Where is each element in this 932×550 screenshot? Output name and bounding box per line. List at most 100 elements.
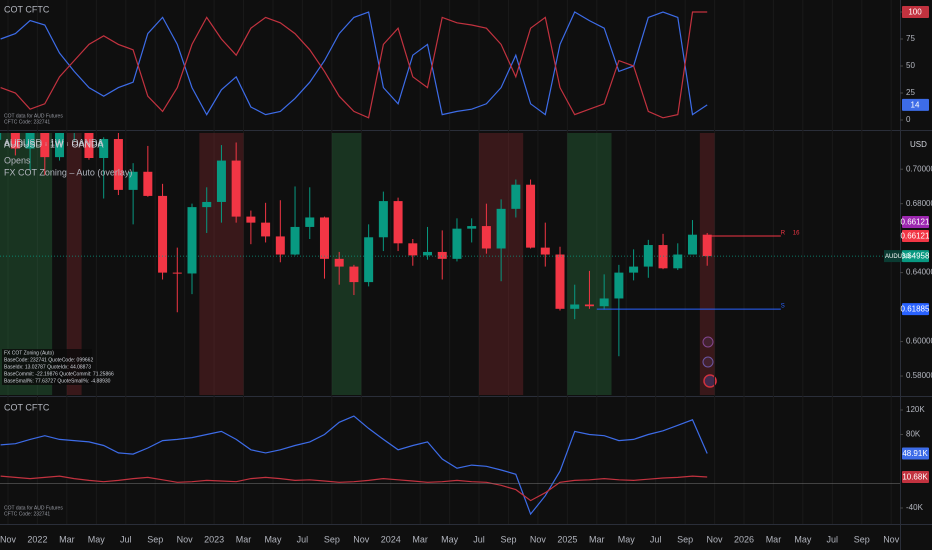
info-line: BaseIdx: 13.02787 QuoteIdx: 44.08873 xyxy=(4,364,91,370)
time-axis-label: 2024 xyxy=(381,534,401,544)
time-axis-label: May xyxy=(441,534,459,544)
y-tick-label: 80K xyxy=(906,430,921,439)
price-tag-bg xyxy=(902,216,929,229)
pane-title: AUDUSD · 1W · OANDA xyxy=(4,137,104,147)
candle-body xyxy=(216,160,226,202)
indicator-name: FX COT Zoning – Auto (overlay) xyxy=(4,167,132,177)
candle-body xyxy=(202,201,212,208)
candle-body xyxy=(540,247,550,255)
icon[interactable] xyxy=(703,374,717,388)
candle-body xyxy=(658,245,668,269)
icon[interactable] xyxy=(702,356,714,368)
candle-body xyxy=(555,254,565,309)
candle-body xyxy=(629,266,639,273)
pane xyxy=(0,415,708,516)
time-axis-label: 2023 xyxy=(204,534,224,544)
candle-body xyxy=(378,201,388,238)
symbol-tag: AUDUSD xyxy=(885,254,911,260)
price-tag-label: 100 xyxy=(908,8,922,17)
candle-body xyxy=(128,171,138,190)
time-axis-label: Mar xyxy=(766,534,782,544)
candle-body xyxy=(334,258,344,267)
time-axis-label: Jul xyxy=(473,534,485,544)
time-axis-label: Nov xyxy=(0,534,16,544)
time-axis-label: Sep xyxy=(324,534,340,544)
candle-body xyxy=(290,226,300,255)
info-line: BaseCommit: -22.19876 QuoteCommit: 71.25… xyxy=(4,371,114,377)
candle-body xyxy=(687,234,697,255)
candle-body xyxy=(496,208,506,249)
candle-body xyxy=(99,139,109,158)
candle-body xyxy=(113,139,123,190)
candle-body xyxy=(261,222,271,237)
level-text: S xyxy=(781,304,785,310)
price-tag-label: 48.91K xyxy=(902,449,928,458)
time-axis-label: 2026 xyxy=(734,534,754,544)
price-tag: 0.66121 xyxy=(901,230,930,243)
time-axis-label: Sep xyxy=(147,534,163,544)
series-line xyxy=(0,11,708,119)
y-tick-label: 120K xyxy=(906,405,925,414)
candle-body xyxy=(172,272,182,274)
candle-body xyxy=(481,226,491,249)
candle-body xyxy=(437,251,447,259)
price-tag: 100 xyxy=(902,5,929,18)
time-axis-label: Mar xyxy=(589,534,605,544)
candle-body xyxy=(10,133,20,149)
time-axis-label: Jul xyxy=(120,534,132,544)
icon[interactable] xyxy=(702,336,714,348)
candle-body xyxy=(158,195,168,273)
price-tag-bg xyxy=(902,303,929,316)
candle-body xyxy=(599,298,609,307)
price-tag: 0.61885 xyxy=(901,303,930,316)
indicator-name: Opens xyxy=(4,155,31,165)
candle-body xyxy=(187,207,197,274)
price-tag-bg xyxy=(902,447,929,460)
time-axis-label: May xyxy=(88,534,106,544)
time-axis-label: Nov xyxy=(530,534,547,544)
y-tick-label: 75 xyxy=(906,34,915,43)
candle-body xyxy=(364,237,374,283)
price-tag: 10.68K xyxy=(902,470,929,483)
time-axis-label: Jul xyxy=(650,534,662,544)
price-tag-label: 0.64958 xyxy=(901,252,930,261)
time-axis-label: Jul xyxy=(297,534,309,544)
candle-body xyxy=(84,133,94,158)
candle-body xyxy=(511,184,521,209)
pane xyxy=(0,133,781,395)
candle-body xyxy=(231,160,241,217)
time-axis-label: Sep xyxy=(854,534,870,544)
pane xyxy=(0,11,708,119)
candle-body xyxy=(452,228,462,259)
time-axis-label: Mar xyxy=(412,534,428,544)
y-tick-label: -40K xyxy=(906,503,924,512)
price-tag-bg xyxy=(902,5,929,18)
candle-body xyxy=(467,226,477,229)
candle-body xyxy=(423,251,433,256)
time-axis-label: Nov xyxy=(707,534,724,544)
pane-note: CFTC Code: 232741 xyxy=(4,511,50,517)
indicator-icons[interactable] xyxy=(702,336,717,388)
price-tag-label: 0.66121 xyxy=(901,232,930,241)
time-axis-label: Jul xyxy=(827,534,839,544)
candle-body xyxy=(702,234,712,257)
price-tag: 14 xyxy=(902,98,929,111)
time-axis-label: Nov xyxy=(353,534,370,544)
info-box xyxy=(2,349,92,385)
candle-body xyxy=(40,133,50,158)
level-text: 16 xyxy=(793,231,800,237)
pane-title: COT CFTC xyxy=(4,4,50,14)
candle-body xyxy=(305,217,315,227)
time-axis-label: May xyxy=(618,534,636,544)
y-tick-label: 0.70000 xyxy=(906,164,932,173)
price-tag: 48.91K xyxy=(902,447,929,460)
candle-body xyxy=(275,236,285,255)
info-line: BaseSmall%: 77.63727 QuoteSmall%: -4.889… xyxy=(4,378,111,384)
series-line xyxy=(0,11,708,116)
candle-body xyxy=(55,133,65,158)
